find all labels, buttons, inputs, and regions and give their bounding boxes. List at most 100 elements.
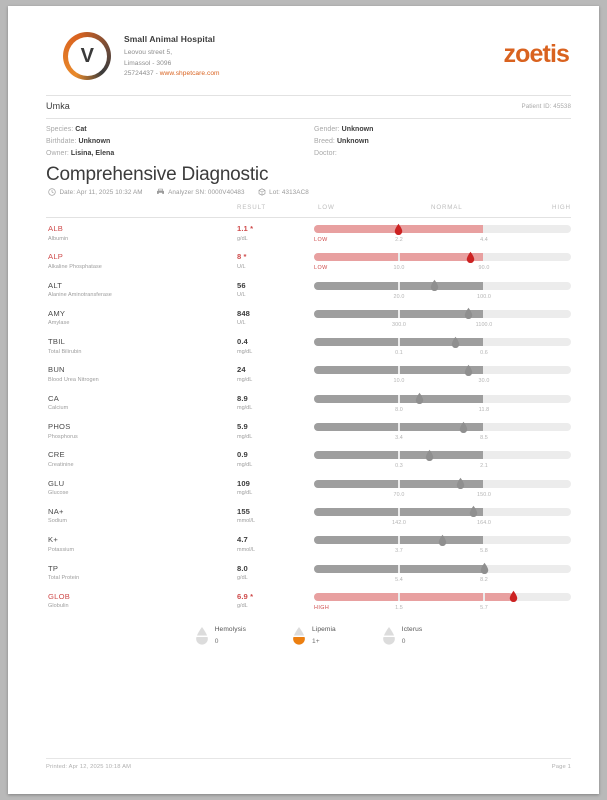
range-segment-normal — [400, 564, 483, 573]
analyte-result-value: 0.4 — [237, 337, 248, 347]
reference-range-bar: 0.1 0.6 — [314, 336, 571, 356]
droplet-lipemia-icon — [292, 626, 306, 645]
divider-table-head — [46, 217, 571, 218]
page-title: Comprehensive Diagnostic — [46, 164, 269, 185]
analyte-code: TBIL — [48, 337, 66, 347]
divider-top — [46, 95, 571, 96]
sample-quality-label: Icterus — [401, 626, 423, 633]
species-value: Cat — [75, 126, 87, 133]
report-analyzer: Analyzer SN: 0000V40483 — [156, 188, 245, 196]
result-marker-icon — [509, 591, 517, 603]
gender-value: Unknown — [341, 126, 374, 133]
sample-quality-text: Hemolysis 0 — [215, 624, 246, 647]
range-segment-low — [314, 451, 398, 460]
range-tick-high: 5.7 — [480, 604, 488, 611]
sample-quality-value: 1+ — [312, 637, 320, 645]
analyte-code: ALT — [48, 280, 63, 290]
range-segment-normal — [400, 338, 483, 347]
range-tick-high: 2.1 — [480, 463, 488, 470]
analyte-result-value: 1.1 * — [237, 224, 254, 233]
patient-details-left: Species: Cat Birthdate: Unknown Owner: L… — [46, 124, 114, 160]
results-table: ALB Albumin 1.1 * g/dL 2.2 4.4 LOW ALP Alkaline … — [46, 223, 571, 620]
analyte-result-value: 6.9 * — [237, 591, 254, 601]
reference-range-bar: 70.0 150.0 — [314, 477, 571, 498]
report-page: V Small Animal Hospital Leovou street 5,… — [8, 6, 599, 794]
result-marker-icon — [431, 279, 439, 292]
clock-icon — [48, 188, 56, 196]
range-tick-high: 150.0 — [477, 491, 491, 498]
breed-label: Breed: — [314, 138, 335, 146]
analyte-code: TP — [48, 563, 59, 573]
range-status-flag: LOW — [314, 265, 328, 272]
result-marker-icon — [464, 364, 472, 377]
result-marker-icon — [451, 336, 460, 348]
analyte-unit: mg/dL — [237, 461, 253, 468]
analyte-code: K+ — [48, 535, 58, 545]
reference-range-bar: 5.4 8.2 — [314, 562, 571, 583]
range-segment-normal — [400, 394, 483, 403]
table-row: CRE Creatinine 0.9 mg/dL 0.3 2.1 — [46, 449, 571, 478]
range-segment-low — [314, 592, 398, 601]
report-date-text: Date: Apr 11, 2025 10:32 AM — [59, 188, 143, 196]
birthdate-value: Unknown — [78, 138, 111, 146]
table-row: BUN Blood Urea Nitrogen 24 mg/dL 10.0 30.0 — [46, 364, 571, 393]
sample-quality-value: 0 — [214, 637, 219, 645]
analyte-unit: U/L — [237, 292, 246, 299]
clinic-info: Small Animal Hospital Leovou street 5, L… — [124, 34, 220, 80]
clinic-address-2: Limassol - 3096 — [124, 59, 172, 67]
table-row: ALP Alkaline Phosphatase 8 * U/L 10.0 90.0 LOW — [46, 251, 571, 280]
analyte-name: Glucose — [48, 490, 69, 497]
species-label: Species: — [46, 126, 74, 133]
droplet-icterus-icon — [382, 626, 396, 645]
sample-quality-value: 0 — [401, 637, 406, 645]
range-tick-high: 30.0 — [478, 378, 490, 385]
range-segment-low — [314, 309, 398, 318]
report-meta-bar: Date: Apr 11, 2025 10:32 AM Analyzer SN:… — [48, 188, 309, 196]
analyte-name: Sodium — [48, 518, 67, 525]
result-marker-icon — [467, 251, 475, 263]
clinic-website-link[interactable]: www.shpetcare.com — [159, 70, 220, 78]
reference-range-bar: 10.0 30.0 — [314, 364, 571, 384]
clinic-name: Small Animal Hospital — [124, 34, 216, 44]
analyte-code: GLOB — [48, 591, 71, 601]
analyte-unit: g/dL — [237, 575, 248, 582]
birthdate-label: Birthdate: — [46, 138, 77, 146]
patient-doctor-row: Doctor: — [314, 148, 374, 160]
patient-details-right: Gender: Unknown Breed: Unknown Doctor: — [314, 124, 374, 160]
analyte-name: Albumin — [48, 235, 69, 242]
analyte-code: GLU — [48, 478, 65, 488]
column-header-high: HIGH — [552, 204, 571, 211]
analyte-name: Total Protein — [48, 575, 80, 582]
analyte-result-value: 24 — [237, 365, 246, 375]
clinic-logo-icon: V — [63, 32, 111, 80]
range-segment-normal — [400, 451, 483, 460]
footer-page: Page 1 — [551, 764, 571, 770]
analyte-name: Amylase — [48, 320, 70, 327]
table-row: GLOB Globulin 6.9 * g/dL 1.5 5.7 HIGH — [46, 591, 571, 620]
range-tick-high: 1100.0 — [475, 321, 493, 328]
sample-quality-item: Hemolysis 0 — [195, 624, 246, 647]
analyzer-icon — [156, 188, 164, 195]
analyte-code: BUN — [48, 365, 65, 375]
patient-name: Umka — [46, 101, 70, 111]
range-tick-high: 5.8 — [480, 548, 488, 555]
sample-quality-item: Icterus 0 — [382, 624, 423, 647]
range-tick-low: 20.0 — [393, 293, 405, 300]
analyte-unit: mg/dL — [237, 376, 253, 383]
result-marker-icon — [395, 223, 403, 235]
owner-value: Lisina, Elena — [70, 150, 115, 158]
analyte-name: Total Bilirubin — [48, 348, 82, 355]
range-tick-low: 70.0 — [393, 491, 405, 498]
analyte-unit: mg/dL — [237, 405, 253, 412]
table-row: GLU Glucose 109 mg/dL 70.0 150.0 — [46, 477, 571, 507]
range-tick-low: 8.0 — [395, 406, 403, 413]
range-tick-low: 5.4 — [395, 576, 403, 583]
range-tick-high: 8.5 — [480, 435, 488, 442]
range-segment-normal — [400, 281, 483, 290]
range-tick-high: 164.0 — [477, 519, 491, 526]
clinic-contact: 25724437 - www.shpetcare.com — [124, 69, 220, 80]
analyte-code: CRE — [48, 450, 65, 460]
range-tick-low: 0.1 — [395, 350, 403, 357]
range-tick-high: 8.2 — [480, 576, 488, 583]
analyte-code: CA — [48, 393, 60, 403]
